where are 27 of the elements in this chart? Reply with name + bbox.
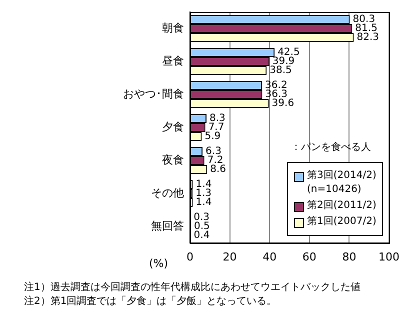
- legend-label: 第3回(2014/2) (n=10426): [307, 169, 376, 197]
- y-tick-label: おやつ･間食: [123, 87, 184, 100]
- annotation: ：パンを食べる人: [291, 141, 371, 154]
- x-tick-label: 100: [378, 250, 400, 264]
- x-tick-label: 80: [342, 250, 356, 264]
- data-label: 38.5: [270, 65, 292, 76]
- y-tick-label: 朝食: [162, 21, 184, 34]
- legend-label: 第2回(2011/2): [307, 199, 376, 213]
- y-tick-label: 昼食: [162, 54, 184, 68]
- y-tick-label: 夜食: [162, 153, 184, 166]
- x-tick-label: 40: [262, 250, 277, 264]
- data-label: 1.4: [196, 197, 212, 208]
- data-label: 39.6: [272, 98, 294, 110]
- data-label: 0.4: [194, 230, 210, 242]
- data-label: 5.9: [204, 131, 221, 142]
- x-tick-label: 20: [222, 250, 237, 264]
- x-axis-title: (%): [148, 256, 168, 270]
- y-tick-label: 夕食: [162, 120, 184, 134]
- text: 注1）過去調査は今回調査の性年代構成比にあわせてウエイトバックした値: [24, 280, 360, 294]
- text: 注2）第1回調査では「夕食」は「夕飯」となっている。: [24, 294, 277, 308]
- legend-label: 第1回(2007/2): [307, 215, 376, 229]
- x-tick-label: 60: [302, 250, 316, 264]
- data-label: 82.3: [356, 32, 380, 44]
- x-tick-label: 0: [186, 250, 194, 264]
- y-tick-label: その他: [151, 186, 184, 200]
- y-tick-label: 無回答: [151, 219, 184, 232]
- data-label: 8.6: [210, 164, 226, 176]
